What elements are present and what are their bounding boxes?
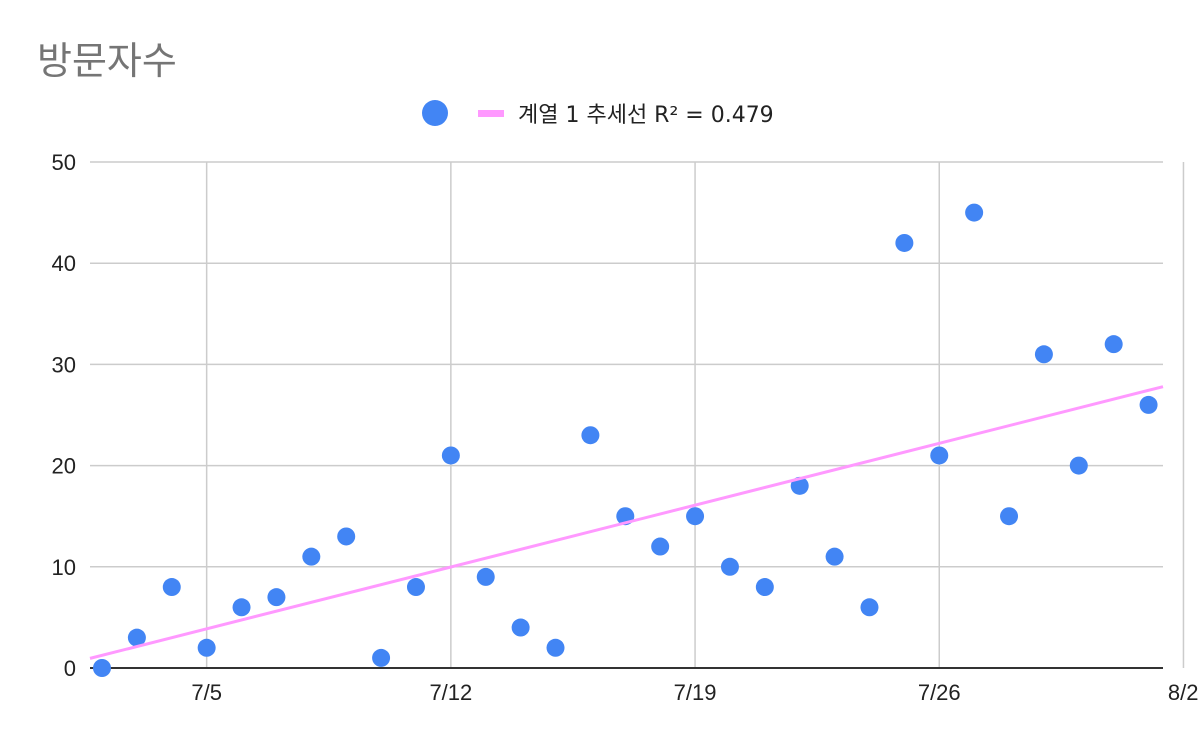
legend-series-marker — [422, 100, 448, 126]
y-tick-label: 20 — [52, 454, 76, 479]
chart-title: 방문자수 — [37, 39, 177, 83]
legend[interactable]: 계열 1 추세선 R² = 0.479 — [422, 96, 774, 130]
data-point — [93, 659, 111, 677]
data-point — [1000, 507, 1019, 526]
data-point — [686, 507, 705, 526]
data-point — [302, 547, 321, 566]
data-point — [197, 638, 216, 657]
data-point — [1034, 345, 1053, 364]
data-point — [581, 426, 600, 445]
data-point — [755, 578, 774, 597]
y-tick-label: 30 — [52, 352, 76, 377]
x-tick-label: 7/26 — [918, 680, 961, 705]
data-point — [895, 233, 914, 252]
data-point — [406, 578, 425, 597]
data-point — [651, 537, 670, 556]
data-point — [860, 598, 879, 617]
data-point — [162, 578, 181, 597]
data-point — [930, 446, 949, 465]
data-point — [720, 557, 739, 576]
data-point — [546, 638, 565, 657]
data-point — [511, 618, 530, 637]
x-tick-label: 8/2 — [1168, 680, 1199, 705]
data-point — [232, 598, 251, 617]
trendline — [89, 385, 1164, 660]
legend-trendline-label: 계열 1 추세선 R² = 0.479 — [518, 103, 774, 128]
data-point — [441, 446, 460, 465]
x-tick-label: 7/12 — [429, 680, 472, 705]
data-point — [1069, 456, 1088, 475]
x-tick-label: 7/5 — [191, 680, 222, 705]
data-point — [372, 648, 391, 667]
data-point — [476, 567, 495, 586]
y-tick-label: 50 — [52, 150, 76, 175]
data-point — [825, 547, 844, 566]
legend-trendline-marker — [478, 109, 504, 117]
data-point — [1139, 395, 1158, 414]
y-tick-label: 10 — [52, 555, 76, 580]
data-point — [965, 203, 984, 222]
x-tick-label: 7/19 — [674, 680, 717, 705]
y-tick-label: 40 — [52, 251, 76, 276]
data-point — [337, 527, 356, 546]
y-tick-label: 0 — [64, 656, 76, 681]
data-point — [267, 588, 286, 607]
data-point — [1104, 335, 1123, 354]
data-point — [127, 628, 146, 647]
